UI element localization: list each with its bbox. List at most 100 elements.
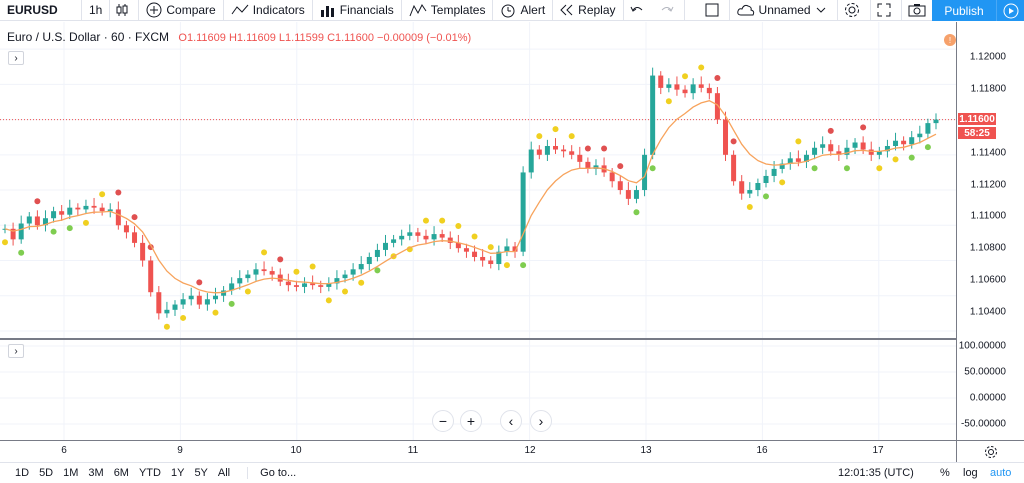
templates-button[interactable]: Templates (402, 0, 494, 21)
candle-body (739, 181, 745, 194)
signal-dot (342, 288, 349, 295)
time-tick: 11 (407, 445, 419, 456)
chevron-right-icon: › (14, 52, 18, 64)
signal-dot (811, 165, 818, 172)
price-tick: 1.10800 (969, 242, 1006, 254)
range-6m-button[interactable]: 6M (113, 467, 129, 479)
candle-body (593, 165, 599, 169)
zoom-in-button[interactable]: + (460, 410, 482, 432)
candle-body (115, 209, 121, 226)
financials-label: Financials (339, 3, 394, 17)
candle-body (763, 175, 769, 183)
candle-body (844, 147, 850, 155)
candle-body (318, 285, 324, 287)
legend-expand-button[interactable]: › (8, 51, 24, 65)
goto-date-button[interactable]: Go to... (247, 467, 296, 479)
auto-scale-toggle[interactable]: auto (990, 467, 1012, 479)
layout-menu-button[interactable]: Unnamed (730, 0, 838, 21)
publish-button[interactable]: Publish (932, 0, 996, 21)
log-scale-toggle[interactable]: log (963, 467, 978, 479)
candle-body (771, 168, 777, 176)
candle-body (674, 84, 680, 90)
range-1y-button[interactable]: 1Y (170, 467, 185, 479)
candle-body (34, 216, 40, 226)
range-5d-button[interactable]: 5D (39, 467, 54, 479)
fullscreen-toggle-button[interactable] (699, 0, 730, 21)
candle-body (480, 256, 486, 261)
candle-body (59, 211, 65, 215)
candle-body (99, 207, 105, 212)
scroll-right-button[interactable]: › (530, 410, 552, 432)
indicator-expand-button[interactable]: › (8, 344, 24, 358)
percent-scale-toggle[interactable]: % (940, 467, 950, 479)
chevron-right-icon: › (538, 413, 544, 429)
range-5y-button[interactable]: 5Y (194, 467, 208, 479)
replay-play-button[interactable] (996, 0, 1024, 21)
publish-label: Publish (944, 3, 984, 18)
candle-body (67, 207, 73, 215)
replay-button[interactable]: Replay (553, 0, 624, 21)
candle-body (820, 144, 826, 148)
scroll-left-button[interactable]: ‹ (500, 410, 522, 432)
compare-button[interactable]: Compare (139, 0, 224, 21)
signal-dot (325, 297, 332, 304)
pane-divider[interactable] (0, 338, 956, 340)
financials-button[interactable]: Financials (313, 0, 402, 21)
signal-dot (439, 217, 446, 224)
signal-dot (115, 189, 122, 196)
candle-body (925, 123, 931, 134)
indicators-button[interactable]: Indicators (224, 0, 313, 21)
indicator-status-icon[interactable]: ! (944, 34, 956, 46)
chart-style-button[interactable] (110, 0, 140, 21)
signal-dot (876, 165, 883, 172)
zoom-out-button[interactable]: − (432, 410, 454, 432)
symbol-search[interactable]: EURUSD (0, 0, 82, 21)
price-chart[interactable] (0, 22, 956, 440)
signal-dot (568, 133, 575, 140)
indicator-tick: 50.00000 (964, 366, 1006, 378)
moving-average-line (4, 100, 937, 294)
price-axis[interactable]: 1.12000 1.11800 1.11400 1.11200 1.11000 … (956, 22, 1024, 440)
time-tick: 16 (756, 445, 768, 456)
plus-icon: + (466, 413, 476, 429)
templates-icon (409, 4, 427, 17)
signal-dot (180, 314, 187, 321)
candle-body (148, 260, 154, 293)
price-tick: 1.11800 (970, 83, 1006, 95)
signal-dot (908, 154, 915, 161)
candle-body (893, 140, 899, 147)
signal-dot (746, 203, 753, 210)
interval-label: 1h (89, 3, 103, 17)
redo-button[interactable] (654, 0, 685, 21)
range-1d-button[interactable]: 1D (15, 467, 30, 479)
candle-body (868, 149, 874, 155)
signal-dot (860, 124, 867, 131)
signal-dot (82, 219, 89, 226)
signal-dot (163, 323, 170, 330)
interval-button[interactable]: 1h (82, 0, 111, 21)
alert-button[interactable]: Alert (493, 0, 554, 21)
range-ytd-button[interactable]: YTD (138, 467, 161, 479)
undo-button[interactable] (624, 0, 654, 21)
chart-settings-button[interactable] (956, 440, 1024, 462)
high-value: H1.11609 (228, 32, 276, 44)
candle-body (10, 228, 16, 240)
range-1m-button[interactable]: 1M (63, 467, 79, 479)
fullscreen-button[interactable] (871, 0, 902, 21)
time-axis[interactable]: 6 9 10 11 12 13 16 17 (0, 440, 956, 462)
candle-body (536, 149, 542, 155)
candle-body (512, 246, 518, 252)
settings-button[interactable] (838, 0, 871, 21)
utc-clock[interactable]: 12:01:35 (UTC) (838, 467, 914, 479)
candle-body (569, 151, 575, 155)
signal-dot (536, 133, 543, 140)
range-3m-button[interactable]: 3M (88, 467, 104, 479)
candle-body (172, 304, 178, 310)
candle-body (382, 242, 388, 250)
signal-dot (714, 75, 721, 82)
candle-body (326, 283, 332, 287)
candle-body (285, 281, 291, 286)
play-circle-icon (1003, 3, 1018, 18)
price-tick: 1.10400 (969, 306, 1006, 318)
range-all-button[interactable]: All (217, 467, 231, 479)
